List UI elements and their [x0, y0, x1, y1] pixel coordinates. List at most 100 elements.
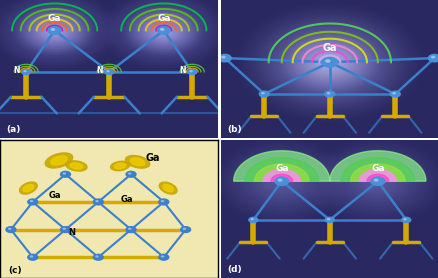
Circle shape: [147, 20, 180, 41]
Circle shape: [324, 217, 334, 223]
Circle shape: [325, 59, 330, 63]
Circle shape: [27, 198, 39, 205]
Polygon shape: [233, 151, 329, 181]
Circle shape: [42, 23, 67, 38]
Circle shape: [125, 171, 136, 178]
Circle shape: [155, 26, 171, 35]
Circle shape: [261, 92, 264, 95]
Circle shape: [250, 218, 253, 220]
Polygon shape: [270, 174, 292, 181]
Polygon shape: [263, 169, 300, 181]
Circle shape: [142, 17, 185, 44]
Circle shape: [125, 226, 136, 233]
Circle shape: [53, 30, 56, 31]
Circle shape: [328, 61, 330, 63]
Circle shape: [158, 198, 169, 205]
Circle shape: [160, 28, 167, 33]
Ellipse shape: [110, 161, 129, 171]
Circle shape: [218, 54, 231, 63]
Circle shape: [369, 176, 385, 186]
Circle shape: [221, 56, 225, 59]
Circle shape: [49, 27, 60, 34]
Circle shape: [403, 218, 406, 220]
Circle shape: [373, 178, 378, 182]
Text: Ga: Ga: [157, 14, 170, 23]
Text: Ga: Ga: [370, 164, 384, 173]
Ellipse shape: [70, 163, 83, 169]
Circle shape: [320, 56, 339, 68]
Circle shape: [273, 176, 289, 186]
Circle shape: [51, 28, 58, 33]
Text: Ga: Ga: [145, 153, 160, 163]
Circle shape: [325, 60, 333, 65]
Ellipse shape: [162, 185, 173, 192]
Circle shape: [151, 23, 176, 38]
Circle shape: [160, 255, 164, 258]
Circle shape: [323, 90, 335, 98]
Polygon shape: [340, 158, 414, 181]
Circle shape: [320, 57, 338, 68]
Circle shape: [92, 254, 104, 261]
Circle shape: [33, 17, 76, 44]
Circle shape: [8, 228, 11, 230]
Circle shape: [317, 54, 341, 70]
Circle shape: [180, 226, 191, 233]
Text: N: N: [179, 66, 185, 75]
Circle shape: [104, 69, 114, 75]
Polygon shape: [254, 164, 308, 181]
Circle shape: [38, 20, 71, 41]
Circle shape: [162, 30, 165, 31]
Polygon shape: [366, 174, 388, 181]
Text: (d): (d): [226, 265, 241, 274]
Circle shape: [319, 56, 339, 68]
Circle shape: [258, 90, 269, 98]
Polygon shape: [329, 151, 425, 181]
Circle shape: [187, 69, 197, 75]
Circle shape: [40, 21, 69, 40]
Circle shape: [92, 198, 104, 205]
Circle shape: [322, 58, 336, 66]
Polygon shape: [244, 158, 318, 181]
Circle shape: [314, 53, 344, 72]
Ellipse shape: [19, 182, 37, 194]
Circle shape: [47, 26, 62, 35]
Text: (c): (c): [9, 266, 22, 275]
Circle shape: [47, 26, 62, 35]
Circle shape: [21, 69, 32, 75]
Text: N: N: [96, 66, 102, 75]
Circle shape: [51, 28, 55, 31]
Circle shape: [317, 54, 342, 70]
Ellipse shape: [114, 163, 126, 169]
Circle shape: [389, 90, 400, 98]
Text: N: N: [68, 228, 75, 237]
Circle shape: [326, 92, 330, 95]
Circle shape: [160, 200, 164, 202]
Circle shape: [30, 255, 33, 258]
Polygon shape: [358, 169, 396, 181]
Circle shape: [44, 24, 64, 37]
Circle shape: [392, 92, 395, 95]
Ellipse shape: [66, 161, 87, 171]
Text: Ga: Ga: [48, 14, 61, 23]
Ellipse shape: [159, 182, 177, 194]
Circle shape: [149, 21, 178, 40]
Circle shape: [35, 18, 74, 43]
Circle shape: [158, 254, 169, 261]
Ellipse shape: [45, 153, 73, 168]
Text: Ga: Ga: [48, 190, 61, 200]
Circle shape: [62, 172, 66, 175]
Ellipse shape: [51, 156, 67, 165]
Circle shape: [328, 61, 330, 63]
Circle shape: [60, 171, 71, 178]
Circle shape: [153, 24, 173, 37]
Text: Ga: Ga: [274, 164, 288, 173]
Text: N: N: [13, 66, 20, 75]
Circle shape: [159, 28, 164, 31]
Circle shape: [156, 26, 171, 35]
Circle shape: [277, 178, 282, 182]
Text: (a): (a): [7, 125, 21, 134]
Circle shape: [427, 54, 438, 63]
Circle shape: [23, 70, 27, 72]
Circle shape: [182, 228, 186, 230]
Circle shape: [145, 18, 182, 43]
